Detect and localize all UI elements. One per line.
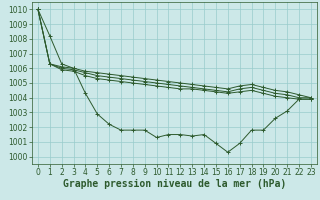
X-axis label: Graphe pression niveau de la mer (hPa): Graphe pression niveau de la mer (hPa) [63, 179, 286, 189]
